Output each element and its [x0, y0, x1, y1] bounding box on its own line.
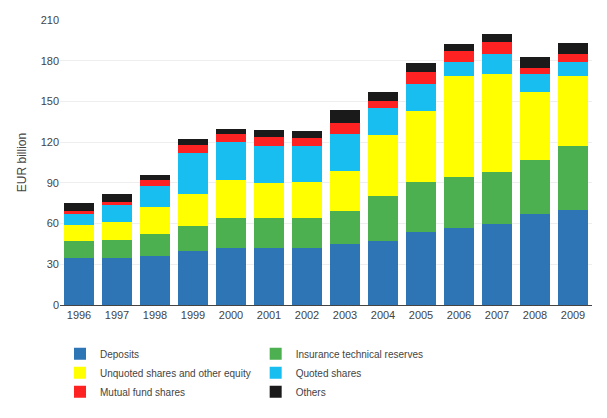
svg-text:Unquoted shares and other equi: Unquoted shares and other equity: [100, 368, 251, 379]
svg-text:Deposits: Deposits: [100, 349, 139, 360]
svg-text:2008: 2008: [523, 309, 547, 321]
svg-text:Mutual fund shares: Mutual fund shares: [100, 387, 185, 398]
svg-text:2005: 2005: [409, 309, 433, 321]
svg-text:150: 150: [41, 95, 59, 107]
svg-text:EUR billion: EUR billion: [15, 133, 29, 192]
svg-text:2007: 2007: [485, 309, 509, 321]
svg-text:30: 30: [47, 258, 59, 270]
svg-text:2009: 2009: [561, 309, 585, 321]
svg-text:2001: 2001: [257, 309, 281, 321]
svg-text:210: 210: [41, 14, 59, 26]
svg-text:90: 90: [47, 177, 59, 189]
svg-text:60: 60: [47, 217, 59, 229]
svg-text:120: 120: [41, 136, 59, 148]
svg-text:1997: 1997: [105, 309, 129, 321]
svg-text:Insurance technical reserves: Insurance technical reserves: [296, 349, 423, 360]
svg-text:Others: Others: [296, 387, 326, 398]
svg-text:1998: 1998: [143, 309, 167, 321]
svg-text:2000: 2000: [219, 309, 243, 321]
svg-text:2003: 2003: [333, 309, 357, 321]
svg-text:2004: 2004: [371, 309, 395, 321]
svg-text:2002: 2002: [295, 309, 319, 321]
svg-text:1999: 1999: [181, 309, 205, 321]
svg-text:180: 180: [41, 55, 59, 67]
svg-text:1996: 1996: [67, 309, 91, 321]
svg-text:Quoted shares: Quoted shares: [296, 368, 362, 379]
svg-text:2006: 2006: [447, 309, 471, 321]
svg-text:0: 0: [53, 299, 59, 311]
